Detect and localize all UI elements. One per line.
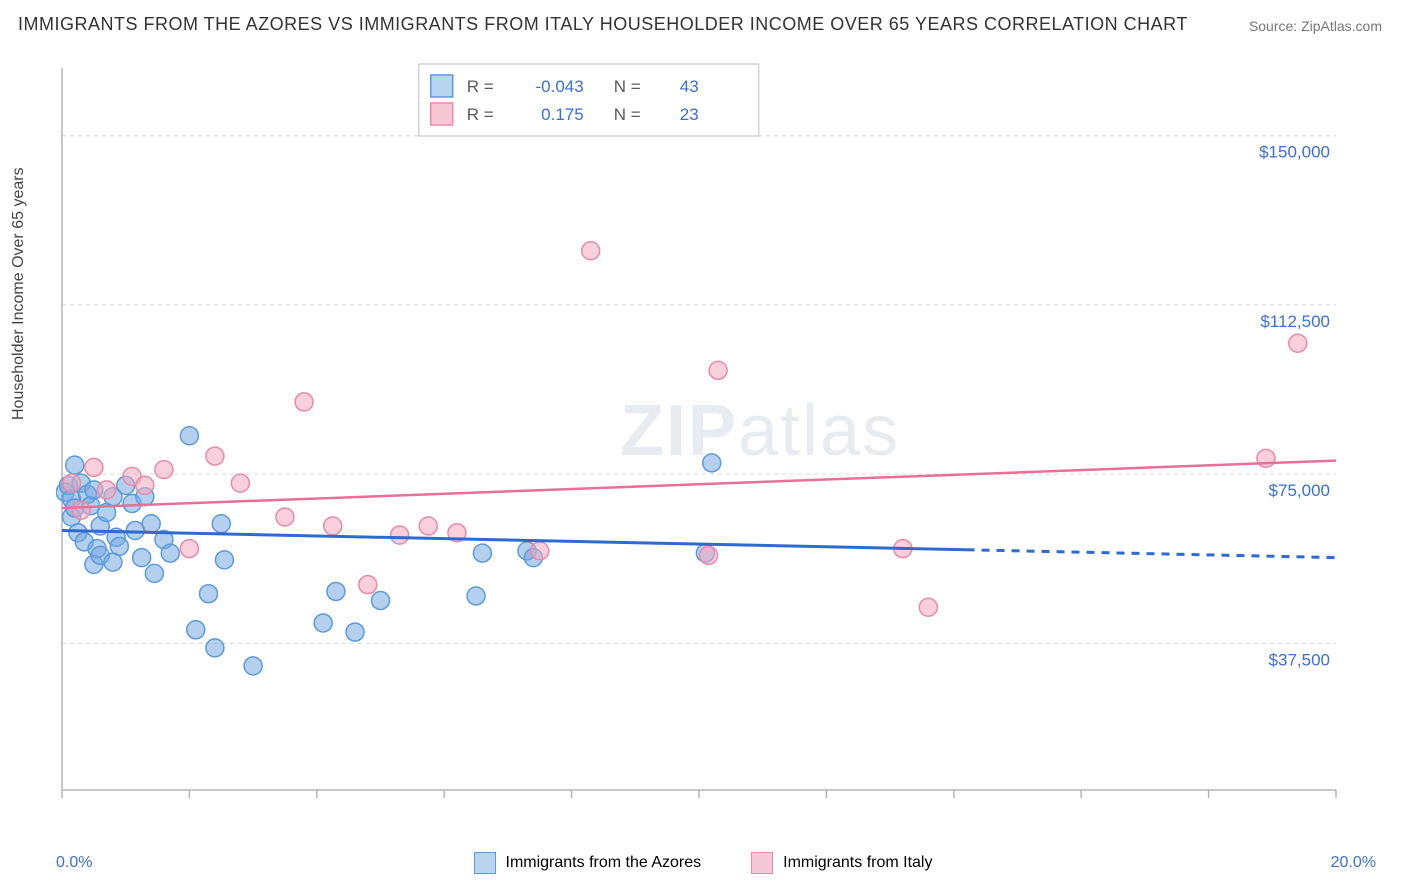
svg-text:N =: N = bbox=[614, 77, 641, 96]
legend-swatch-italy bbox=[751, 852, 773, 874]
watermark-bold: ZIP bbox=[620, 391, 738, 471]
y-axis-label: Householder Income Over 65 years bbox=[10, 167, 28, 420]
legend-label-azores: Immigrants from the Azores bbox=[506, 854, 702, 872]
svg-text:23: 23 bbox=[680, 105, 699, 124]
svg-text:$75,000: $75,000 bbox=[1269, 481, 1330, 500]
legend-label-italy: Immigrants from Italy bbox=[783, 854, 932, 872]
chart-title: IMMIGRANTS FROM THE AZORES VS IMMIGRANTS… bbox=[18, 14, 1188, 35]
svg-text:$37,500: $37,500 bbox=[1269, 650, 1330, 669]
svg-text:-0.043: -0.043 bbox=[536, 77, 584, 96]
svg-text:43: 43 bbox=[680, 77, 699, 96]
svg-text:0.175: 0.175 bbox=[541, 105, 584, 124]
watermark-light: atlas bbox=[738, 391, 900, 471]
legend-item-italy: Immigrants from Italy bbox=[751, 852, 932, 874]
watermark: ZIPatlas bbox=[620, 390, 900, 472]
svg-text:N =: N = bbox=[614, 105, 641, 124]
bottom-legend: Immigrants from the Azores Immigrants fr… bbox=[0, 852, 1406, 874]
svg-text:$150,000: $150,000 bbox=[1259, 143, 1330, 162]
svg-text:R =: R = bbox=[467, 105, 494, 124]
legend-swatch-azores bbox=[474, 852, 496, 874]
source-attribution: Source: ZipAtlas.com bbox=[1249, 18, 1382, 34]
svg-text:$112,500: $112,500 bbox=[1260, 312, 1330, 331]
legend-item-azores: Immigrants from the Azores bbox=[474, 852, 702, 874]
svg-text:R =: R = bbox=[467, 77, 494, 96]
